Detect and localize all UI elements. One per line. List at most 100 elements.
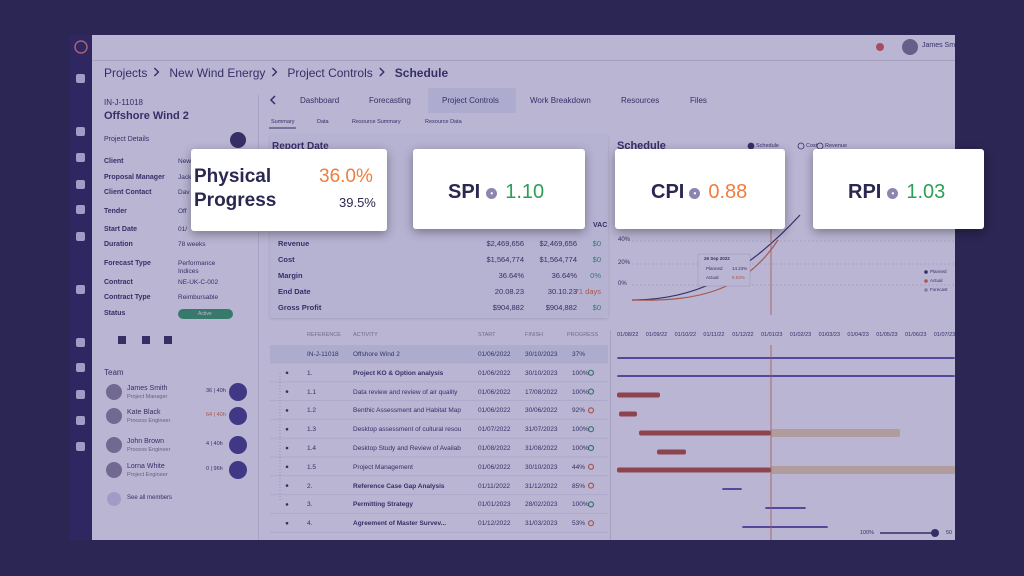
kpi-value: 1.03	[906, 181, 946, 203]
dim-overlay	[70, 35, 955, 540]
table-cell: Benthic Assessment and Habitat Map	[353, 407, 462, 415]
finance-cell: 0%	[590, 271, 601, 280]
progress-ring	[587, 388, 595, 395]
info-icon[interactable]: •	[486, 188, 498, 199]
tab[interactable]: Forecasting	[369, 96, 411, 105]
radio-label[interactable]: Schedule	[756, 143, 779, 149]
tree-node	[285, 390, 289, 393]
gantt-bar	[619, 411, 637, 417]
kpi-value: 36.0%	[319, 166, 373, 187]
subtab[interactable]: Data	[317, 119, 329, 125]
info-icon[interactable]: •	[887, 188, 899, 199]
table-cell: 1.4	[307, 445, 317, 452]
subtab[interactable]: Summary	[271, 119, 295, 125]
member-avatar	[106, 408, 122, 424]
avatar	[902, 39, 918, 55]
table-cell: 100%	[572, 445, 589, 452]
finance-cell: 36.64%	[498, 271, 524, 280]
table-cell: 100%	[572, 426, 589, 434]
gantt-bar	[657, 449, 686, 455]
sidebar-icon	[76, 363, 85, 372]
member-name: Lorna White	[127, 463, 165, 470]
table-cell: Reference Case Gap Analysis	[353, 482, 445, 490]
table-cell: 30/10/2023	[525, 369, 558, 377]
active-tab	[428, 88, 516, 113]
left-panel	[92, 95, 259, 540]
table-cell: 01/08/2022	[478, 445, 511, 452]
breadcrumb-item[interactable]: New Wind Energy	[169, 66, 266, 80]
tree-node	[285, 484, 289, 487]
tooltip-label: Actual	[706, 275, 719, 280]
project-id: IN-J-11018	[104, 98, 143, 107]
table-cell: 30/06/2022	[525, 407, 558, 415]
field-label: Client Contact	[104, 189, 152, 196]
finance-cell: $0	[592, 303, 601, 312]
more-button	[107, 492, 121, 506]
table-cell: IN-J-11018	[307, 351, 339, 358]
gantt-date: 01/04/23	[847, 332, 869, 338]
field-label: Forecast Type	[104, 260, 151, 267]
status-pill	[178, 309, 233, 319]
finance-cell: 71 days	[574, 287, 601, 296]
table-cell: 92%	[572, 407, 586, 415]
field-value: Off	[178, 208, 187, 215]
status-value: Active	[198, 311, 212, 317]
radio-label[interactable]: Cost	[806, 143, 818, 149]
table-cell: 17/08/2022	[525, 388, 558, 396]
workload-dial	[229, 436, 247, 454]
field-value: Performance Indices	[178, 260, 216, 275]
subtab[interactable]: Resource Summary	[352, 119, 401, 125]
tab[interactable]: Project Controls	[442, 96, 499, 105]
breadcrumb-item[interactable]: Projects	[104, 66, 148, 80]
legend-label: Forecast	[930, 287, 948, 292]
kpi-card: CPI • 0.88	[615, 149, 785, 229]
legend-label: Planned	[930, 269, 947, 274]
table-cell: 31/12/2022	[525, 482, 558, 490]
finance-cell: $1,564,774	[486, 255, 524, 264]
gantt-bar	[617, 467, 771, 473]
sidebar-icon	[76, 416, 85, 425]
finance-label: Margin	[278, 271, 303, 280]
tab[interactable]: Work Breakdown	[530, 96, 591, 105]
sidebar-icon	[76, 442, 85, 451]
field-label: Proposal Manager	[104, 174, 165, 181]
member-hours: 64 | 40h	[206, 412, 226, 418]
finance-cell: 30.10.23	[547, 287, 577, 296]
table-cell: 4.	[307, 520, 313, 528]
table-cell: Permitting Strategy	[353, 501, 413, 509]
table-cell: 01/06/2022	[478, 407, 511, 415]
progress-ring	[587, 369, 595, 376]
progress-ring	[587, 407, 595, 414]
sidebar-icon	[76, 153, 85, 162]
team-title: Team	[104, 368, 124, 377]
top-bar	[92, 35, 955, 61]
sidebar-icon	[76, 205, 85, 214]
info-icon[interactable]: •	[689, 188, 701, 199]
tab[interactable]: Dashboard	[300, 96, 340, 105]
actual-curve	[631, 239, 779, 301]
table-cell: Desktop assessment of cultural resou	[353, 426, 462, 434]
gantt-bar	[617, 375, 955, 377]
legend-dot	[924, 279, 928, 283]
tree-node	[285, 427, 289, 431]
table-cell: 2.	[307, 482, 313, 490]
tree-node	[285, 465, 289, 469]
breadcrumb-item: Schedule	[394, 66, 449, 80]
breadcrumb-item[interactable]: Project Controls	[287, 66, 373, 80]
table-cell: 01/07/2022	[478, 426, 511, 434]
radio-label[interactable]: Revenue	[825, 143, 848, 149]
tab[interactable]: Files	[690, 96, 707, 105]
subtab[interactable]: Resource Data	[425, 119, 462, 125]
table-cell: 85%	[572, 482, 586, 490]
see-all-link[interactable]: See all members	[127, 495, 173, 501]
member-role: Project Manager	[127, 394, 168, 400]
finance-cell: 20.08.23	[494, 287, 524, 296]
finance-cell: $0	[592, 239, 601, 248]
project-name: Offshore Wind 2	[104, 110, 189, 122]
tab[interactable]: Resources	[621, 96, 660, 105]
tree-node	[285, 409, 289, 412]
legend-dot	[924, 270, 928, 274]
progress-ring	[587, 520, 595, 527]
sidebar-icon	[76, 285, 85, 294]
section-label: Project Details	[104, 136, 150, 143]
